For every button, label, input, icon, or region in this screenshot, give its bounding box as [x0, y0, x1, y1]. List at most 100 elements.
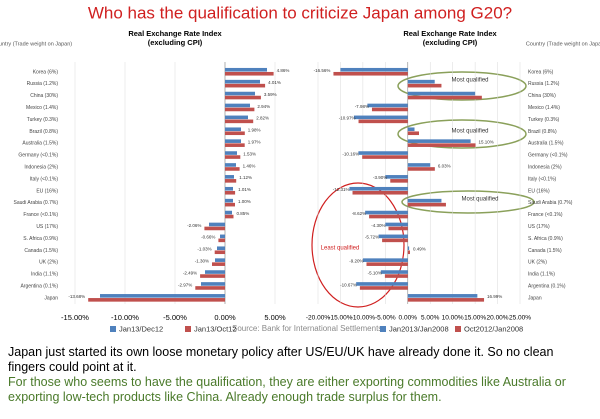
bar [225, 198, 233, 203]
bar [225, 103, 250, 108]
bar [407, 167, 435, 171]
bar [365, 210, 408, 215]
highlight [397, 119, 527, 149]
y-tick-label: Turkey (0.3%) [27, 117, 59, 123]
x-tick-label: -15.00% [61, 313, 89, 322]
y-tick-label: Saudi Arabia (0.7%) [14, 200, 59, 206]
bar [217, 246, 225, 251]
data-label: 4.01% [268, 80, 281, 85]
bar [407, 246, 410, 251]
bar [371, 107, 408, 112]
bar [356, 282, 408, 286]
axis-label: Country (Trade weight on Japan) [0, 41, 72, 47]
annotation: Most qualified [451, 78, 488, 84]
data-label: 1.01% [238, 187, 251, 192]
bar [390, 179, 408, 183]
x-tick-label: 15.00% [464, 315, 486, 322]
y-tick-label: Brazil (0.8%) [29, 129, 58, 135]
bar [359, 286, 408, 290]
bar [358, 151, 408, 155]
y-tick-label: India (1.1%) [528, 272, 555, 278]
data-label: 3.59% [264, 92, 277, 97]
data-label: -2.97% [178, 282, 192, 287]
bar [352, 190, 408, 195]
y-tick-label: Canada (1.5%) [528, 248, 562, 254]
bar [225, 167, 240, 171]
bar [225, 155, 241, 159]
bar [201, 282, 225, 286]
bar [225, 131, 245, 136]
y-tick-label: UK (2%) [39, 260, 58, 266]
data-label: -9.20% [349, 259, 363, 264]
bar [225, 127, 241, 132]
data-label: 0.49% [413, 247, 426, 252]
y-tick-label: Germany (<0.1%) [528, 153, 568, 159]
bar [362, 155, 408, 159]
y-tick-label: US (17%) [36, 224, 58, 230]
bar [218, 238, 225, 243]
bar [340, 67, 408, 72]
y-tick-label: Canada (1.5%) [24, 248, 58, 254]
data-label: -10.16% [342, 151, 359, 156]
bar [407, 298, 485, 302]
y-tick-label: Indonesia (2%) [24, 164, 58, 170]
bar [225, 143, 245, 147]
axis-subtitle: (excluding CPI) [148, 38, 203, 47]
bar [205, 270, 225, 274]
data-label: 6.03% [438, 163, 451, 168]
bar [100, 294, 225, 298]
legend-swatch [110, 326, 116, 332]
y-tick-label: Korea (6%) [33, 69, 59, 75]
bar [225, 67, 267, 72]
legend-label: Jan2013/Jan2008 [389, 324, 449, 333]
bar [209, 222, 225, 227]
x-tick-label: -20.00% [306, 315, 330, 322]
annotation: Least qualified [321, 246, 360, 252]
y-tick-label: US (17%) [528, 224, 550, 230]
y-tick-label: Japan [528, 295, 542, 301]
bar [225, 179, 237, 183]
x-tick-label: -5.00% [163, 313, 187, 322]
y-tick-label: China (30%) [528, 93, 556, 99]
bar [353, 115, 408, 120]
bar [225, 71, 274, 76]
data-label: -7.98% [355, 104, 369, 109]
data-label: -1.30% [195, 259, 209, 264]
bar [349, 186, 408, 191]
bar [378, 234, 408, 239]
y-tick-label: Japan [44, 295, 58, 301]
y-tick-label: Mexico (1.4%) [528, 105, 560, 111]
data-label: -13.68% [68, 294, 85, 299]
page-title: Who has the qualification to criticize J… [88, 3, 512, 22]
bar [358, 119, 408, 124]
bar [366, 262, 408, 266]
legend-swatch [185, 326, 191, 332]
bar [407, 294, 478, 298]
bar [382, 238, 408, 243]
highlight [401, 190, 535, 214]
bar [407, 83, 442, 88]
bar [195, 286, 225, 290]
y-tick-label: Saudi Arabia (0.7%) [528, 200, 573, 206]
legend-swatch [455, 326, 461, 332]
y-tick-label: UK (2%) [528, 260, 547, 266]
bar [333, 71, 408, 76]
bar [225, 151, 237, 155]
y-tick-label: Germany (<0.1%) [18, 153, 58, 159]
bar [385, 222, 408, 227]
bar [212, 262, 225, 266]
x-tick-label: -10.00% [351, 315, 375, 322]
bar [407, 95, 482, 100]
bar [200, 274, 225, 278]
bar [407, 163, 431, 167]
bar [220, 234, 225, 239]
legend-swatch [380, 326, 386, 332]
legend-label: Oct2012/Jan2008 [464, 324, 523, 333]
chart: Who has the qualification to criticize J… [0, 3, 600, 333]
data-label: -4.30% [371, 223, 385, 228]
bar [215, 258, 225, 262]
data-label: -3.90% [373, 175, 387, 180]
data-label: -0.66% [201, 235, 215, 240]
bar [225, 163, 236, 167]
axis-label: Country (Trade weight on Japan) [526, 41, 600, 47]
